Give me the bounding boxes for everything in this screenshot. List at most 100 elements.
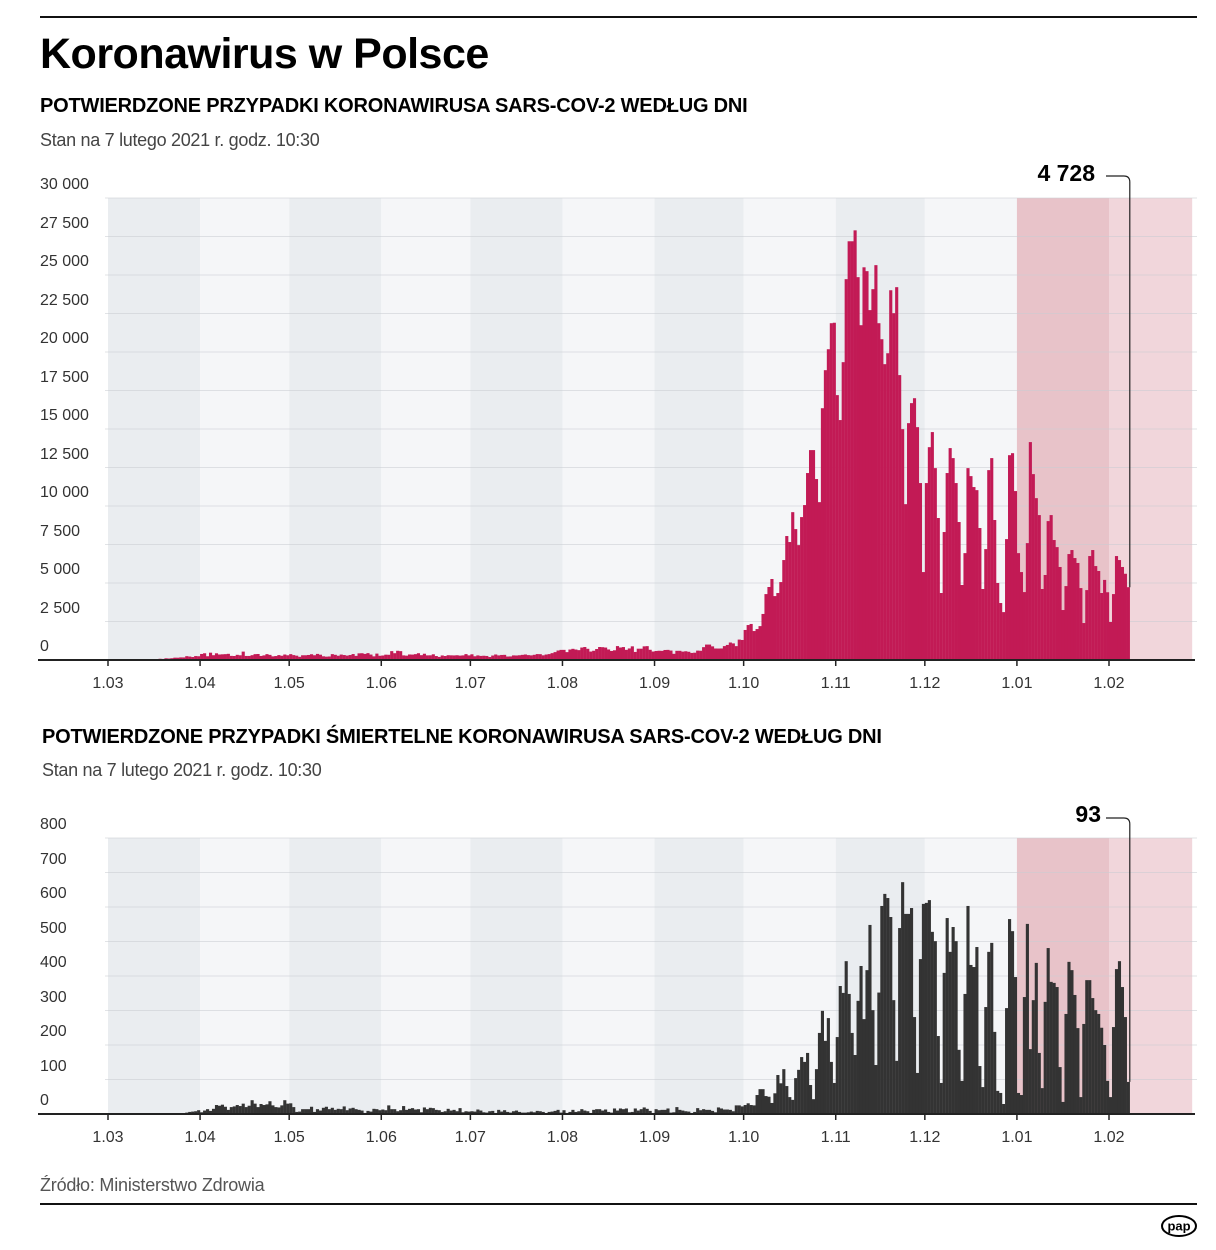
bar bbox=[633, 1108, 637, 1114]
bar bbox=[681, 651, 685, 660]
y-tick-label: 27 500 bbox=[40, 214, 89, 232]
bar bbox=[416, 653, 421, 660]
bar bbox=[443, 1111, 447, 1114]
bar bbox=[262, 655, 266, 660]
bar bbox=[764, 594, 768, 660]
bar bbox=[232, 655, 236, 660]
bar bbox=[823, 370, 827, 660]
bar bbox=[503, 1110, 507, 1114]
bar bbox=[351, 654, 355, 660]
bar bbox=[752, 631, 756, 660]
x-tick-label: 1.09 bbox=[638, 1129, 671, 1146]
y-tick-label: 30 000 bbox=[40, 176, 89, 193]
bar bbox=[1002, 612, 1006, 660]
bar bbox=[966, 468, 970, 660]
bar bbox=[770, 1102, 774, 1114]
bar bbox=[1064, 586, 1068, 660]
bar bbox=[1022, 997, 1026, 1114]
x-tick-label: 1.10 bbox=[728, 1129, 760, 1146]
bar bbox=[909, 403, 914, 660]
bar bbox=[627, 648, 631, 660]
bar bbox=[256, 653, 260, 660]
bar bbox=[901, 429, 905, 660]
bar bbox=[972, 967, 976, 1114]
y-tick-label: 7 500 bbox=[40, 522, 81, 540]
bar bbox=[814, 479, 819, 660]
bar bbox=[277, 655, 281, 660]
bar bbox=[203, 653, 207, 660]
bar bbox=[497, 655, 501, 660]
bar bbox=[574, 1111, 578, 1114]
bar bbox=[788, 542, 792, 660]
bar bbox=[710, 1110, 715, 1114]
bar bbox=[1079, 1097, 1083, 1114]
bar bbox=[511, 1111, 516, 1114]
bar bbox=[440, 1111, 444, 1114]
bar bbox=[538, 1111, 542, 1114]
bar bbox=[734, 1105, 738, 1114]
bar bbox=[208, 1110, 213, 1114]
bar bbox=[1025, 923, 1029, 1114]
bar bbox=[993, 520, 997, 660]
bar bbox=[657, 650, 661, 660]
bar bbox=[1019, 1095, 1024, 1114]
bar bbox=[868, 310, 872, 660]
bar bbox=[256, 1107, 260, 1114]
bar bbox=[844, 961, 848, 1114]
bar bbox=[1028, 1049, 1032, 1114]
bar bbox=[782, 1069, 786, 1114]
bar bbox=[604, 1109, 608, 1114]
x-tick-label: 1.03 bbox=[92, 1129, 124, 1146]
bar bbox=[624, 649, 628, 660]
bar bbox=[660, 1109, 664, 1114]
bar bbox=[517, 1111, 522, 1114]
bar bbox=[993, 1031, 997, 1114]
bar bbox=[1013, 977, 1018, 1114]
bar bbox=[609, 650, 614, 660]
bar bbox=[999, 603, 1003, 660]
bar bbox=[820, 408, 824, 660]
bar bbox=[642, 1107, 646, 1114]
bar bbox=[194, 1111, 198, 1114]
bar bbox=[1002, 1103, 1006, 1114]
x-tick-label: 1.01 bbox=[1001, 1129, 1033, 1146]
bar bbox=[936, 1036, 940, 1114]
bar bbox=[295, 1111, 299, 1114]
bar bbox=[511, 655, 516, 660]
bar bbox=[859, 965, 863, 1114]
bar bbox=[565, 652, 569, 660]
chart2-title: POTWIERDZONE PRZYPADKI ŚMIERTELNE KORONA… bbox=[42, 726, 882, 748]
bar bbox=[1097, 1013, 1101, 1114]
bar bbox=[467, 1111, 471, 1114]
bar bbox=[708, 644, 712, 660]
bar bbox=[696, 650, 700, 660]
bar bbox=[927, 447, 931, 660]
x-tick-label: 1.02 bbox=[1093, 1129, 1125, 1146]
bar bbox=[939, 1082, 943, 1114]
bar bbox=[393, 1109, 397, 1114]
y-tick-label: 10 000 bbox=[40, 484, 89, 501]
bar bbox=[1088, 980, 1092, 1114]
bar bbox=[529, 1111, 533, 1114]
bar bbox=[850, 241, 854, 661]
bar bbox=[568, 1111, 572, 1114]
bar bbox=[1094, 566, 1098, 660]
x-tick-label: 1.08 bbox=[546, 675, 579, 692]
bar bbox=[898, 928, 902, 1114]
bar bbox=[743, 1105, 747, 1114]
bar bbox=[639, 1109, 643, 1114]
bar bbox=[312, 1111, 317, 1114]
bar bbox=[924, 902, 928, 1114]
bar bbox=[428, 1107, 432, 1114]
bar bbox=[1085, 980, 1089, 1114]
bar bbox=[773, 1093, 777, 1114]
bar bbox=[954, 941, 958, 1114]
bar bbox=[586, 648, 590, 660]
bar bbox=[253, 654, 257, 660]
bar bbox=[396, 1111, 400, 1114]
bar bbox=[203, 1110, 207, 1114]
bar bbox=[811, 1099, 816, 1114]
bar bbox=[835, 395, 839, 660]
bar bbox=[838, 986, 842, 1114]
bar bbox=[268, 1101, 272, 1114]
